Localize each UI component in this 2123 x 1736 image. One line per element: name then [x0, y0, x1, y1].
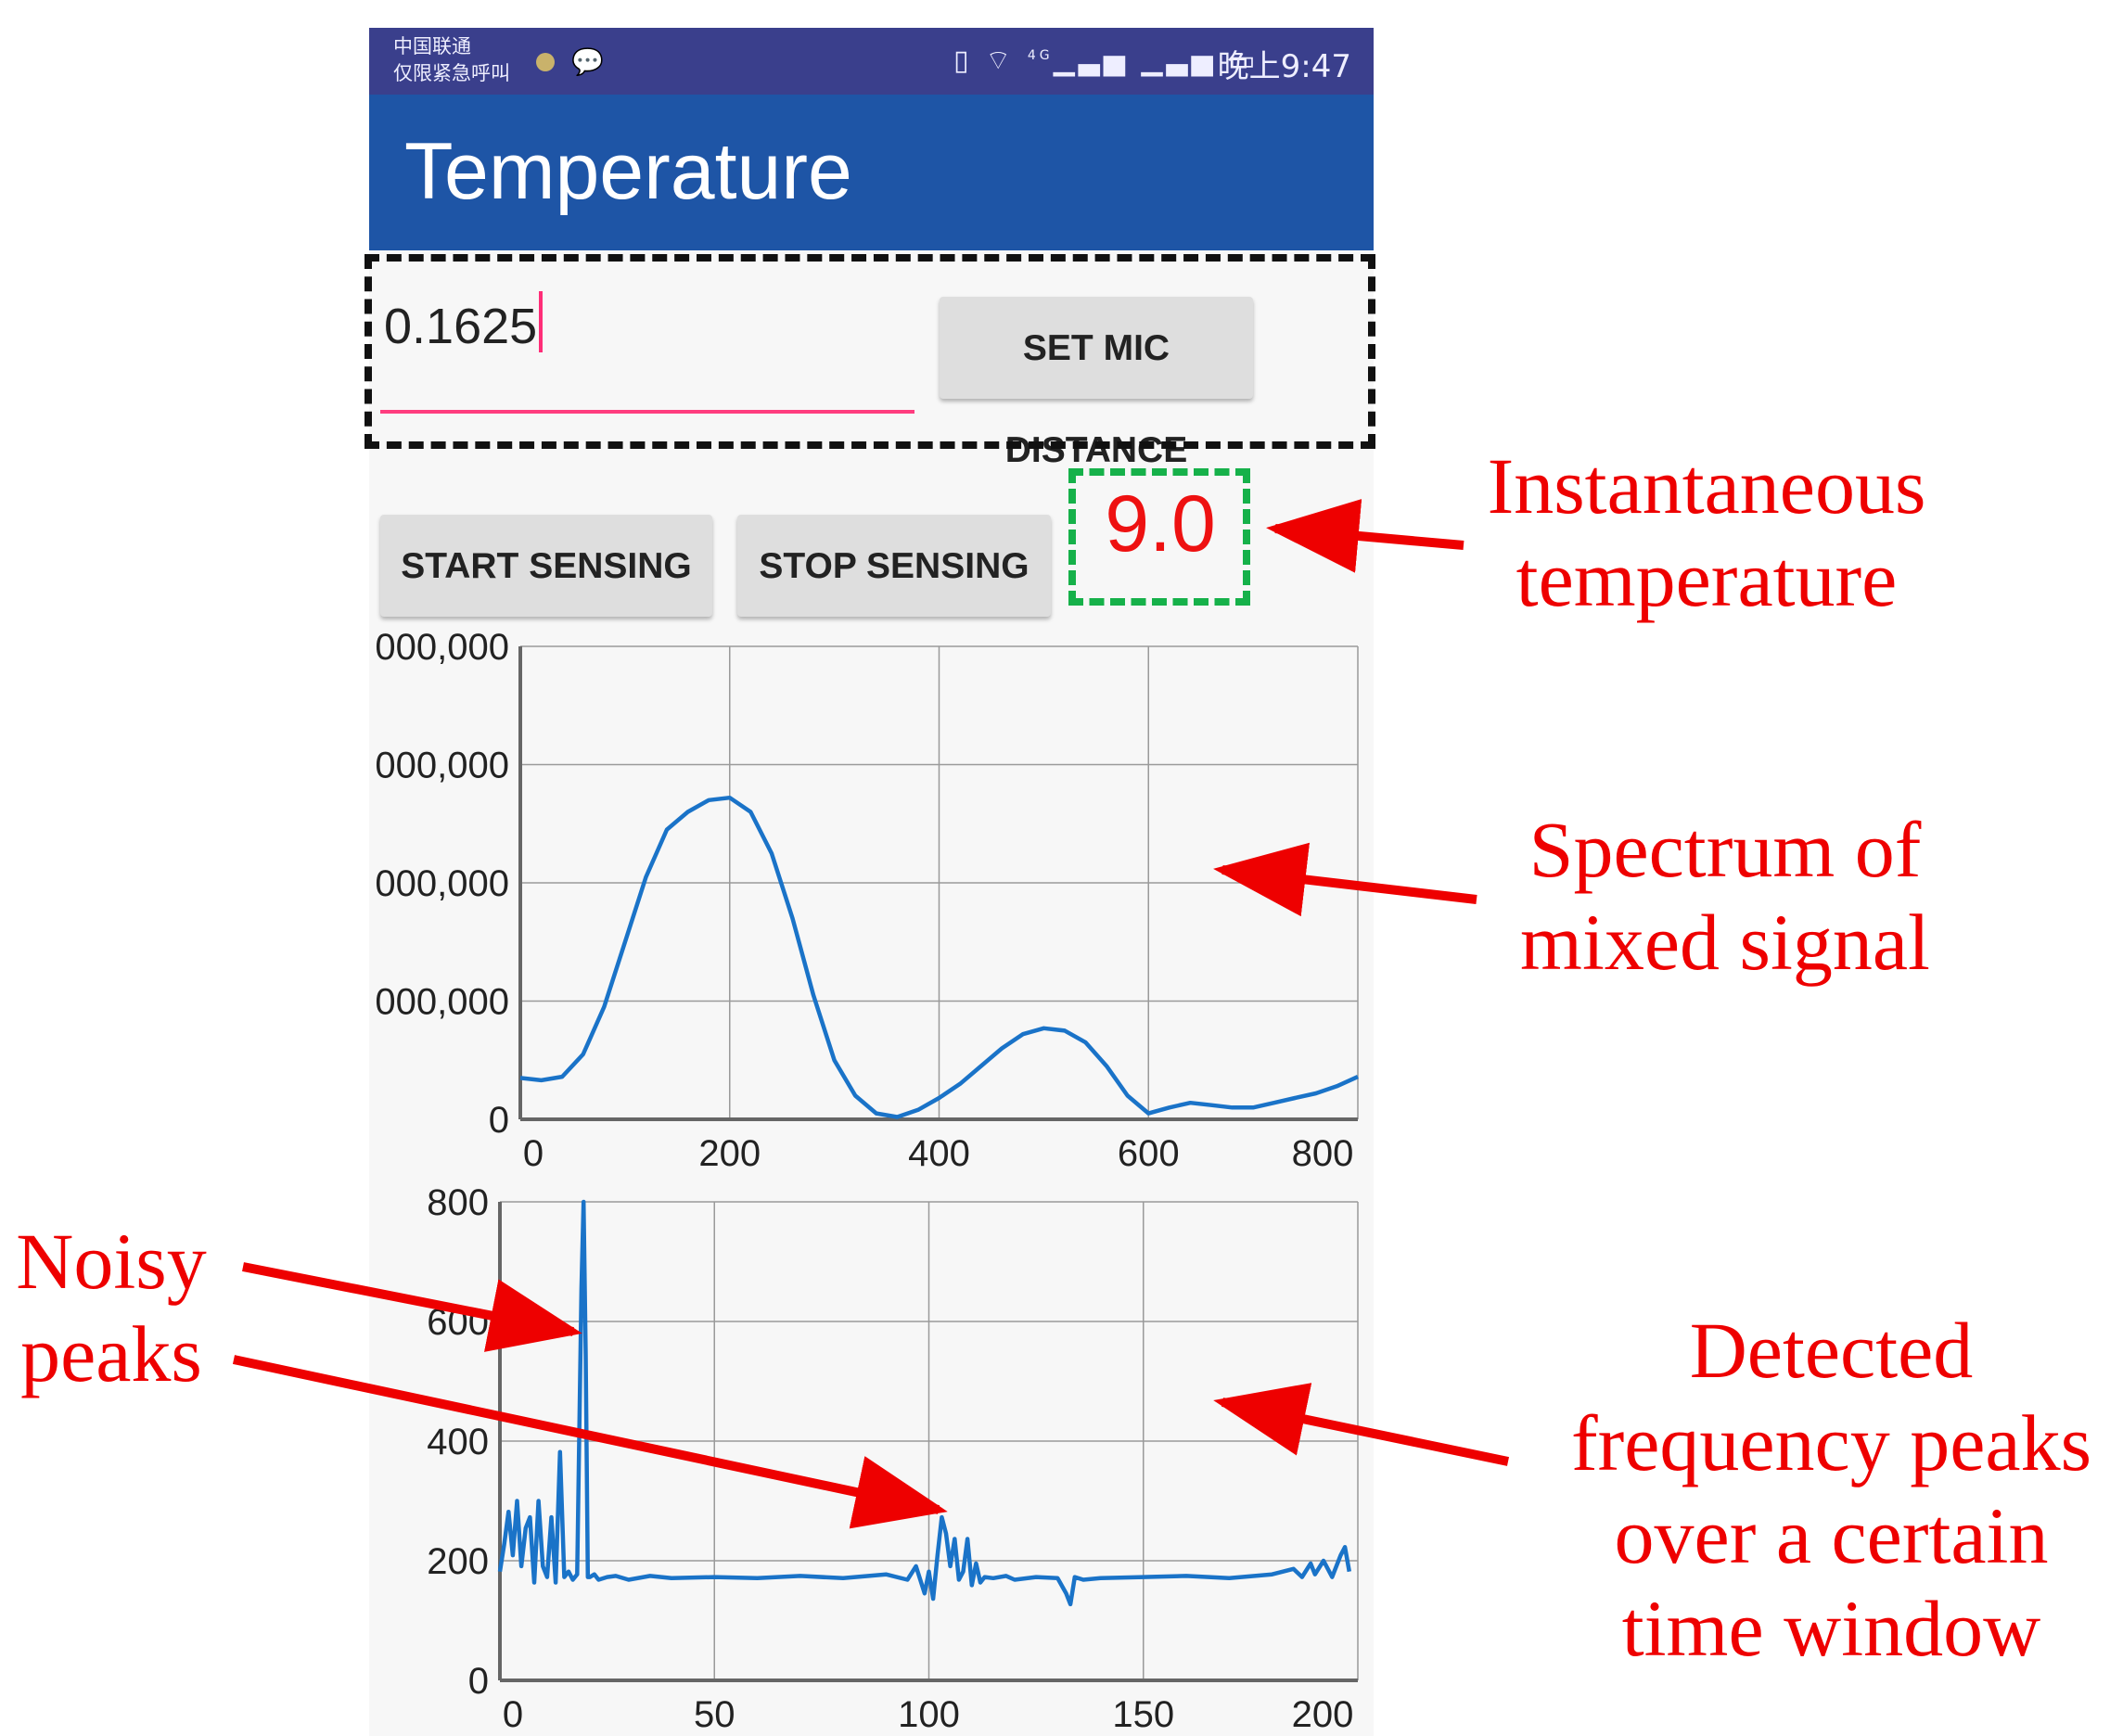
vibrate-icon: ▯: [953, 45, 973, 77]
carrier-label: 中国联通 仅限紧急呼叫: [393, 33, 510, 87]
spectrum-arrow: [1213, 842, 1477, 917]
detected-line-1: Detected: [1689, 1306, 1974, 1395]
spectrum-y-tick-label: 000,000: [375, 746, 509, 786]
set-mic-distance-button[interactable]: SET MIC DISTANCE: [940, 297, 1253, 470]
spectrum-y-tick-label: 000,000: [375, 982, 509, 1023]
peaks-y-tick-label: 200: [427, 1541, 489, 1582]
detected-annotation: Detected frequency peaks over a certain …: [1540, 1304, 2123, 1675]
temperature-reading: 9.0: [1105, 479, 1216, 568]
start-sensing-button[interactable]: START SENSING: [380, 515, 712, 617]
spectrum-series-line: [519, 795, 1359, 1119]
annotation-arrows: [232, 499, 1510, 1529]
app-bar: Temperature: [369, 95, 1374, 250]
spectrum-y-tick-label: 000,000: [375, 863, 509, 904]
peaks-x-tick-label: 50: [694, 1694, 735, 1735]
input-underline: [380, 410, 914, 414]
carrier-line-2: 仅限紧急呼叫: [393, 62, 510, 84]
wifi-icon: ⌔: [985, 45, 1016, 77]
status-bar: 中国联通 仅限紧急呼叫 💬 ▯ ⌔ 4G▁▃▅ ▁▃▅ ▭ 晚上9:47: [369, 28, 1374, 95]
mic-distance-highlight-box: [364, 254, 1375, 449]
wechat-icon: 💬: [571, 47, 604, 76]
spectrum-x-tick-label: 800: [1292, 1133, 1354, 1174]
clock: 晚上9:47: [1217, 48, 1351, 85]
noisy-peak-arrow-1: [242, 1262, 582, 1352]
signal-4g-icon: 4G▁▃▅: [1027, 45, 1129, 77]
peaks-y-tick-label: 0: [468, 1661, 489, 1702]
spectrum-line-1: Spectrum of: [1528, 805, 1922, 894]
noisy-line-2: peaks: [20, 1309, 202, 1398]
spectrum-y-tick-label: 000,000: [375, 627, 509, 668]
noisy-annotation: Noisy peaks: [0, 1215, 223, 1400]
status-icons: ▯ ⌔ 4G▁▃▅ ▁▃▅ ▭: [953, 43, 1259, 78]
notification-dot-icon: [536, 53, 555, 71]
peaks-y-tick-label: 400: [427, 1422, 489, 1462]
carrier-line-1: 中国联通: [393, 35, 471, 57]
peaks-series-line: [497, 1199, 1352, 1607]
noisy-line-1: Noisy: [16, 1217, 207, 1306]
detected-arrow: [1213, 1383, 1510, 1466]
app-title: Temperature: [404, 127, 852, 216]
signal-icon: ▁▃▅: [1141, 45, 1217, 77]
peaks-x-tick-label: 150: [1112, 1694, 1174, 1735]
mic-distance-value[interactable]: 0.1625: [384, 291, 544, 355]
battery-icon: ▭: [1229, 45, 1260, 77]
spectrum-y-tick-label: 0: [489, 1100, 509, 1141]
stop-sensing-button[interactable]: STOP SENSING: [737, 515, 1051, 617]
detected-line-3: over a certain: [1614, 1491, 2049, 1580]
detected-line-4: time window: [1621, 1584, 2041, 1673]
spectrum-x-tick-label: 400: [908, 1133, 970, 1174]
instantaneous-arrow: [1266, 499, 1464, 573]
spectrum-x-tick-label: 0: [523, 1133, 544, 1174]
spectrum-x-tick-label: 200: [698, 1133, 761, 1174]
spectrum-line-2: mixed signal: [1520, 898, 1930, 987]
peaks-x-tick-label: 100: [898, 1694, 960, 1735]
mic-distance-text: 0.1625: [384, 299, 538, 354]
peaks-y-tick-label: 800: [427, 1182, 489, 1223]
mic-distance-input[interactable]: 0.1625: [384, 263, 918, 365]
peaks-x-tick-label: 200: [1292, 1694, 1354, 1735]
network-label: 4G: [1027, 48, 1054, 63]
peaks-x-tick-label: 0: [503, 1694, 523, 1735]
instantaneous-line-1: Instantaneous: [1487, 441, 1926, 530]
text-caret: [539, 291, 544, 352]
detected-line-2: frequency peaks: [1570, 1398, 2092, 1487]
spectrum-x-tick-label: 600: [1118, 1133, 1180, 1174]
spectrum-chart: 0 200 400 600 800 0 000,000 000,000 000,000 000,0…: [375, 627, 1359, 1174]
instantaneous-annotation: Instantaneous temperature: [1447, 440, 1966, 625]
noisy-peak-arrow-2: [232, 1355, 948, 1529]
spectrum-annotation: Spectrum of mixed signal: [1475, 803, 1976, 989]
temperature-highlight-box: [1068, 468, 1250, 606]
instantaneous-line-2: temperature: [1516, 534, 1898, 623]
